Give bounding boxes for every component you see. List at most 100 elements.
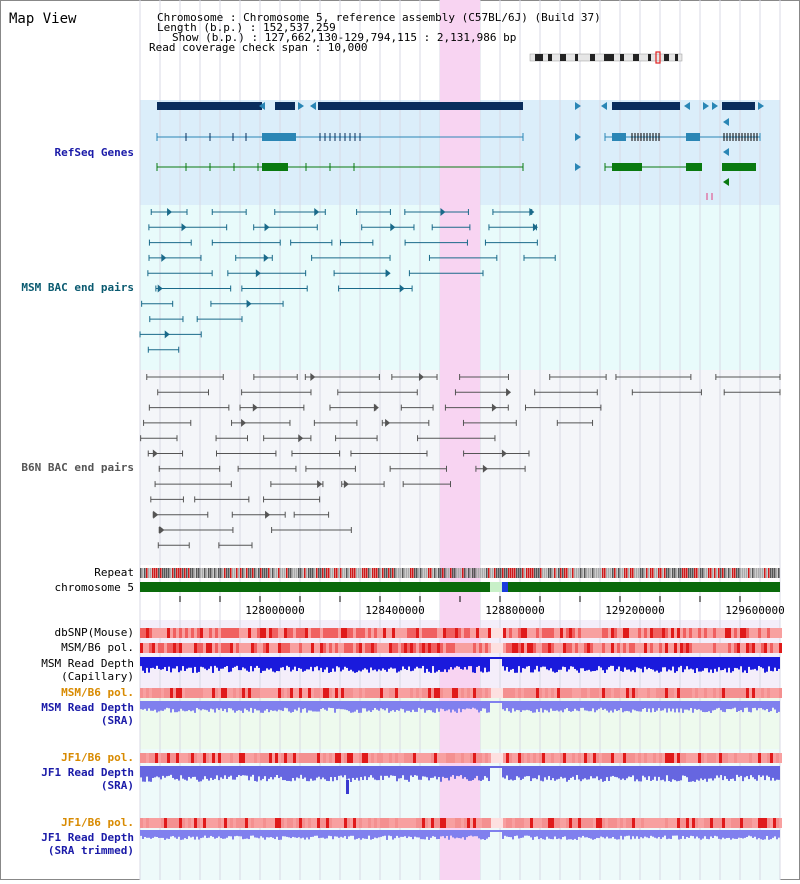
jf1-pol2-cell: [698, 818, 701, 828]
msm-sra-depth-bar: [538, 701, 540, 712]
dbsnp-cell: [737, 628, 740, 638]
msm-pol-cell: [620, 643, 623, 653]
jf1-trimmed-depth-bar: [606, 830, 608, 837]
jf1-trimmed-depth-bar: [346, 830, 348, 840]
msm-pol-cell: [332, 643, 335, 653]
msm-capillary-depth-bar: [196, 657, 198, 673]
msm-capillary-depth-bar: [778, 657, 780, 669]
jf1-sra-depth-bar: [420, 766, 422, 780]
msm-sra-depth-bar: [196, 701, 198, 708]
msm-pol-cell: [650, 643, 653, 653]
chromosome-track[interactable]: [140, 582, 780, 592]
highlight-region[interactable]: [440, 0, 480, 880]
msm-sra-depth-bar: [726, 701, 728, 709]
jf1-sra-depth-bar: [724, 766, 726, 777]
repeat-element: [380, 568, 382, 578]
dbsnp-cell: [431, 628, 434, 638]
repeat-element: [274, 568, 276, 578]
msm-sra-depth-bar: [152, 701, 154, 711]
jf1-sra-depth-bar: [530, 766, 532, 782]
jf1-pol-cell: [767, 753, 770, 763]
jf1-trimmed-depth-bar: [280, 830, 282, 840]
repeat-element: [634, 568, 636, 578]
jf1-sra-depth-bar: [242, 766, 244, 776]
jf1-trimmed-depth-bar: [626, 830, 628, 836]
msm-pol-cell: [170, 643, 173, 653]
msm-capillary-depth-bar: [478, 657, 480, 666]
jf1-sra-depth-bar: [596, 766, 598, 777]
msm-sra-depth-bar: [744, 701, 746, 708]
repeat-track[interactable]: [140, 568, 780, 578]
msm-sra-depth-bar: [522, 701, 524, 711]
repeat-element: [590, 568, 592, 578]
strand-arrow-icon: [684, 102, 690, 110]
jf1-sra-depth-bar: [334, 766, 336, 777]
msm-pol-cell: [569, 643, 572, 653]
msm-capillary-depth-bar: [324, 657, 326, 670]
msm-pol-cell: [470, 643, 473, 653]
repeat-element: [730, 568, 732, 578]
msm-capillary-depth-bar: [720, 657, 722, 671]
refseq-genes-track[interactable]: [156, 102, 764, 200]
jf1-sra-depth-bar: [324, 766, 326, 780]
read-depth-tracks[interactable]: [140, 657, 780, 840]
msm-sra-depth-bar: [578, 701, 580, 712]
repeat-element: [532, 568, 534, 578]
repeat-element: [158, 568, 160, 578]
repeat-element: [356, 568, 358, 578]
jf1-sra-depth-bar: [486, 766, 488, 778]
jf1-trimmed-depth-bar: [158, 830, 160, 838]
msm-capillary-depth-bar: [418, 657, 420, 669]
msm-sra-depth-bar: [486, 701, 488, 713]
msm-sra-depth-bar: [550, 701, 552, 709]
jf1-sra-depth-bar: [542, 766, 544, 782]
msm-capillary-depth-bar: [156, 657, 158, 666]
jf1-pol2-cell: [695, 818, 698, 828]
jf1-sra-depth-bar: [768, 766, 770, 777]
b6n-bac-track[interactable]: [140, 373, 781, 549]
msm-sra-depth-bar: [706, 701, 708, 712]
dbsnp-cell: [569, 628, 572, 638]
msm-pol-cell: [545, 643, 548, 653]
dbsnp-cell: [761, 628, 764, 638]
chromosome-bar[interactable]: [140, 582, 780, 592]
msm-pol2-cell: [167, 688, 170, 698]
bac-arrow-icon: [385, 418, 391, 427]
msm-pol-cell: [422, 643, 425, 653]
jf1-trimmed-depth-bar: [324, 830, 326, 839]
repeat-element: [522, 568, 524, 578]
jf1-trimmed-depth-bar: [448, 830, 450, 840]
repeat-element: [262, 568, 264, 578]
exon-block: [612, 163, 642, 171]
jf1-pol-cell: [476, 753, 479, 763]
repeat-element: [400, 568, 402, 578]
msm-bac-track[interactable]: [139, 208, 556, 353]
jf1-trimmed-depth-bar: [400, 830, 402, 837]
chromosome-ideogram[interactable]: [529, 51, 683, 64]
jf1-sra-depth-bar: [270, 766, 272, 778]
msm-capillary-depth-bar: [618, 657, 620, 667]
msm-pol2-cell: [206, 688, 209, 698]
msm-pol2-cell: [638, 688, 641, 698]
msm-capillary-depth-bar: [582, 657, 584, 669]
jf1-pol2-cell: [188, 818, 191, 828]
jf1-sra-depth-bar: [140, 766, 142, 778]
msm-pol-cell: [362, 643, 365, 653]
msm-depth-sra-sub: (SRA): [101, 714, 134, 727]
jf1-pol2-cell: [152, 818, 155, 828]
repeat-element: [146, 568, 148, 578]
jf1-trimmed-depth-bar: [376, 830, 378, 839]
repeat-element: [456, 568, 458, 578]
jf1-pol-cell: [278, 753, 281, 763]
msm-sra-depth-bar: [774, 701, 776, 710]
jf1-pol-cell: [665, 753, 668, 763]
jf1-pol-cell: [158, 753, 161, 763]
bac-arrow-icon: [390, 223, 396, 232]
msm-capillary-depth-bar: [554, 657, 556, 673]
msm-capillary-depth-bar: [164, 657, 166, 668]
dbsnp-cell: [581, 628, 584, 638]
msm-capillary-depth-bar: [600, 657, 602, 668]
msm-capillary-depth-bar: [264, 657, 266, 671]
polymorphism-heat-tracks[interactable]: [140, 628, 782, 828]
